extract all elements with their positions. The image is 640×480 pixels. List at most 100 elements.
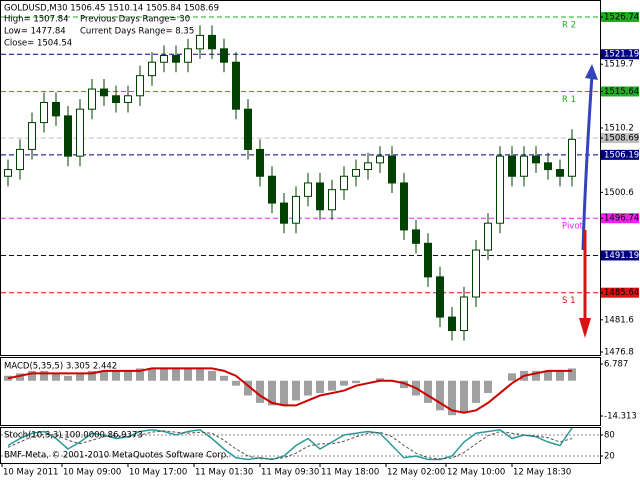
candle-body — [532, 155, 540, 164]
histogram-bar — [16, 373, 24, 381]
info: Previous Days Range= 30 — [80, 15, 190, 25]
x-tick-label: 10 May 09:00 — [63, 468, 121, 478]
histogram-bar — [112, 370, 120, 381]
candle-body — [172, 55, 180, 63]
candle-body — [400, 182, 408, 231]
histogram-bar — [568, 368, 576, 381]
y-tick-label: 1515.64 — [604, 87, 639, 97]
candle-body — [52, 101, 60, 117]
x-tick-label: 11 May 09:30 — [261, 468, 319, 478]
histogram-bar — [424, 380, 432, 403]
histogram-bar — [208, 370, 216, 381]
histogram-bar — [40, 370, 48, 381]
level-label: Pivot — [562, 222, 584, 232]
candle-body — [472, 249, 480, 298]
info: Current Days Range= 8.35 — [80, 27, 194, 37]
histogram-bar — [172, 368, 180, 381]
histogram-bar — [448, 380, 456, 416]
histogram-bar — [340, 380, 348, 386]
histogram-bar — [52, 373, 60, 381]
stoch-frame — [0, 427, 601, 464]
candle-body — [448, 316, 456, 332]
level-label: S 1 — [562, 296, 576, 306]
histogram-bar — [436, 380, 444, 411]
candle-body — [424, 242, 432, 278]
y-tick-label: 1481.6 — [604, 315, 634, 325]
x-tick-label: 11 May 18:00 — [321, 468, 379, 478]
histogram-bar — [4, 375, 12, 381]
histogram-bar — [244, 380, 252, 396]
candle-body — [220, 48, 228, 63]
histogram-bar — [64, 375, 72, 381]
candle-body — [184, 48, 192, 63]
candle-body — [4, 169, 12, 177]
y-tick-label: 1485.64 — [604, 288, 639, 298]
y-tick-label: 6.787 — [604, 360, 628, 370]
level-label: R 2 — [562, 21, 576, 31]
histogram-bar — [256, 380, 264, 403]
info: Low= 1477.84 — [4, 27, 66, 37]
candle-body — [40, 101, 48, 124]
x-tick-label: 12 May 10:00 — [447, 468, 505, 478]
candle-body — [160, 55, 168, 63]
stoch-line — [7, 430, 573, 460]
y-tick-label: 1491.19 — [604, 251, 639, 261]
candle-body — [556, 169, 564, 177]
y-tick-label: 20 — [604, 452, 615, 462]
x-tick-label: 10 May 17:00 — [129, 468, 187, 478]
candle-body — [520, 155, 528, 177]
level-label: R 1 — [562, 95, 576, 105]
candle-body — [256, 148, 264, 177]
candle-body — [460, 296, 468, 332]
histogram-bar — [316, 380, 324, 394]
histogram-bar — [184, 368, 192, 381]
histogram-bar — [220, 375, 228, 381]
chart-title: GOLDUSD,M30 1506.45 1510.14 1505.84 1508… — [4, 4, 219, 14]
candle-body — [100, 88, 108, 97]
histogram-bar — [328, 380, 336, 391]
histogram-bar — [232, 380, 240, 386]
signal-line — [7, 367, 572, 414]
histogram-bar — [160, 368, 168, 381]
candle-body — [208, 34, 216, 50]
x-tick-label: 11 May 01:30 — [195, 468, 253, 478]
histogram-bar — [280, 380, 288, 406]
candle-body — [484, 222, 492, 251]
histogram-bar — [124, 370, 132, 381]
y-tick-label: -14.313 — [604, 411, 637, 421]
x-tick-label: 12 May 02:00 — [387, 468, 445, 478]
candle-body — [124, 95, 132, 103]
histogram-bar — [400, 380, 408, 389]
candle-body — [304, 182, 312, 197]
candle-body — [376, 155, 384, 164]
histogram-bar — [532, 370, 540, 381]
candle-body — [148, 61, 156, 77]
candle-body — [112, 95, 120, 103]
histogram-bar — [484, 380, 492, 394]
arrow-head — [579, 318, 591, 338]
candle-body — [16, 148, 24, 171]
histogram-bar — [28, 370, 36, 381]
copyright: BMF-Meta, © 2001-2010 MetaQuotes Softwar… — [4, 451, 229, 461]
candle-body — [568, 138, 576, 177]
candle-body — [244, 108, 252, 150]
candle-body — [544, 162, 552, 171]
info: High= 1507.84 — [4, 15, 69, 25]
histogram-bar — [544, 370, 552, 381]
candle-body — [508, 155, 516, 177]
histogram-bar — [352, 380, 360, 384]
histogram-bar — [304, 380, 312, 396]
y-tick-label: 1508.69 — [604, 134, 639, 144]
histogram-bar — [508, 373, 516, 381]
histogram-bar — [472, 380, 480, 403]
level-box — [601, 250, 639, 261]
x-tick-label: 10 May 2011 — [3, 468, 58, 478]
candle-body — [364, 162, 372, 171]
level-box — [601, 12, 639, 23]
candle-body — [496, 155, 504, 224]
candle-body — [76, 108, 84, 157]
histogram-bar — [100, 370, 108, 381]
stoch-line — [7, 427, 573, 461]
candle-body — [328, 189, 336, 211]
histogram-bar — [292, 380, 300, 401]
